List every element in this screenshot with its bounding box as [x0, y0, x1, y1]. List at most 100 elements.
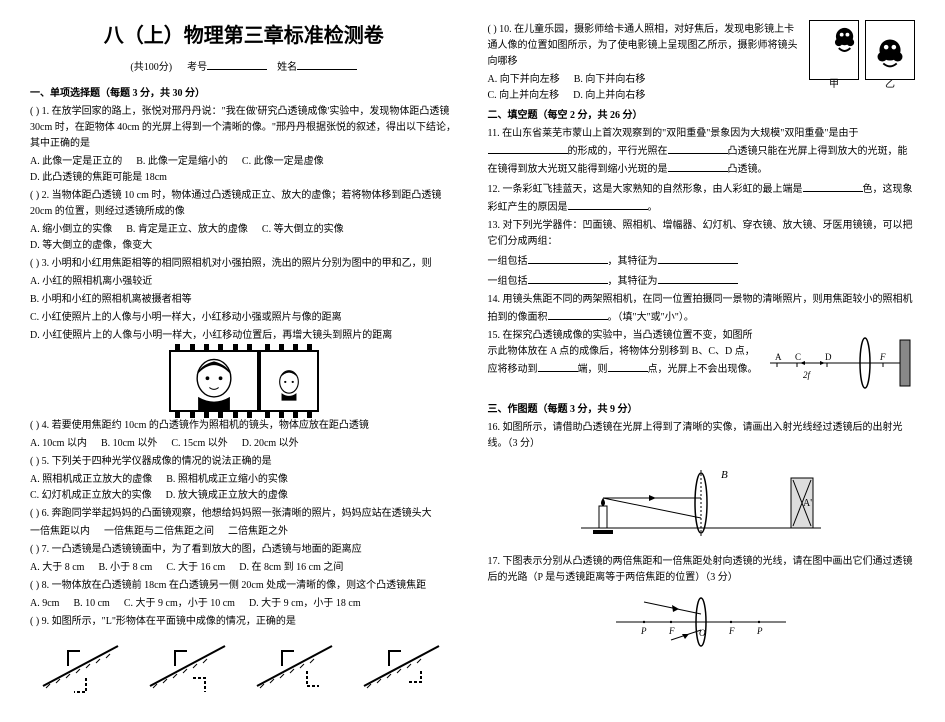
candle-lens-screen-icon: A' B	[571, 458, 831, 548]
q8-opt-c: C. 大于 9 cm，小于 10 cm	[124, 596, 235, 612]
svg-text:B: B	[721, 469, 728, 481]
question-9: ( ) 9. 如图所示，"L"形物体在平面镜中成像的情况，正确的是	[30, 614, 458, 630]
svg-text:F: F	[668, 626, 675, 636]
q10-opt-c: C. 向上并向左移	[488, 88, 560, 104]
name-label: 姓名	[277, 62, 297, 73]
exam-page: 八（上）物理第三章标准检测卷 (共100分) 考号 姓名 一、单项选择题（每题 …	[0, 0, 945, 722]
q4-opt-a: A. 10cm 以内	[30, 436, 87, 452]
q1-opt-b: B. 此像一定是缩小的	[136, 154, 228, 170]
cartoon-center-icon	[866, 20, 914, 80]
q8-opt-d: D. 大于 9 cm，小于 18 cm	[249, 596, 361, 612]
mirror-option-d-icon	[359, 636, 449, 696]
q4-opt-d: D. 20cm 以外	[242, 436, 299, 452]
question-4: ( ) 4. 若要使用焦距约 10cm 的凸透镜作为照相机的镜头，物体应放在距凸…	[30, 418, 458, 434]
question-17: 17. 下图表示分别从凸透镜的两倍焦距和一倍焦距处射向透镜的光线，请在图中画出它…	[488, 554, 916, 586]
q8-opt-b: B. 10 cm	[73, 596, 109, 612]
film-frame-1	[169, 350, 259, 412]
label-C: C	[795, 352, 801, 362]
label-D: D	[825, 352, 832, 362]
portrait-large-icon	[171, 352, 257, 410]
card-jia: 甲	[809, 20, 859, 80]
exam-no-label: 考号	[187, 62, 207, 73]
q2-opt-a: A. 缩小倒立的实像	[30, 222, 112, 238]
question-8: ( ) 8. 一物体放在凸透镜前 18cm 在凸透镜另一侧 20cm 处成一清晰…	[30, 578, 458, 594]
q4-opt-b: B. 10cm 以外	[101, 436, 157, 452]
question-12: 12. 一条彩虹飞挂蓝天，这是大家熟知的自然形象，由人彩虹的最上端是色，这现象彩…	[488, 180, 916, 216]
q5-options-2: C. 幻灯机成正立放大的实像 D. 放大镜成正立放大的虚像	[30, 488, 458, 504]
svg-text:A': A'	[803, 498, 812, 509]
section-3-heading: 三、作图题（每题 3 分，共 9 分）	[488, 402, 916, 418]
card-label-yi: 乙	[866, 77, 914, 93]
q5-options: A. 照相机成正立放大的虚像 B. 照相机成正立缩小的实像	[30, 472, 458, 488]
q13-line2: 一组包括，其特征为	[488, 272, 916, 290]
portrait-small-icon	[261, 352, 317, 410]
q13-line1: 一组包括，其特征为	[488, 252, 916, 270]
q6-opt-a: 一倍焦距以内	[30, 524, 90, 540]
question-14: 14. 用镜头焦距不同的两架照相机，在同一位置拍摄同一景物的清晰照片，则用焦距较…	[488, 292, 916, 326]
left-column: 八（上）物理第三章标准检测卷 (共100分) 考号 姓名 一、单项选择题（每题 …	[30, 20, 458, 702]
exam-subtitle: (共100分) 考号 姓名	[30, 58, 458, 76]
mirror-option-c-icon	[252, 636, 342, 696]
q5-opt-c: C. 幻灯机成正立放大的实像	[30, 488, 152, 504]
question-11: 11. 在山东省莱芜市蒙山上首次观察到的"双阳重叠"景象因为大规模"双阳重叠"是…	[488, 126, 916, 178]
q1-opt-a: A. 此像一定是正立的	[30, 154, 122, 170]
label-2f: 2f	[803, 370, 812, 380]
question-5: ( ) 5. 下列关于四种光学仪器成像的情况的说法正确的是	[30, 454, 458, 470]
q1-opt-c: C. 此像一定是虚像	[242, 154, 324, 170]
q6-opt-c: 二倍焦距之外	[228, 524, 288, 540]
svg-text:F: F	[728, 626, 735, 636]
cartoon-topright-icon	[810, 20, 858, 80]
question-6: ( ) 6. 奔跑同学举起妈妈的凸面镜观察，他想给妈妈照一张清晰的照片，妈妈应站…	[30, 506, 458, 522]
q3-opt-c: C. 小红使照片上的人像与小明一样大，小红移动小强或照片与像的距离	[30, 310, 458, 326]
q4-opt-c: C. 15cm 以外	[171, 436, 227, 452]
mirror-option-b-icon	[145, 636, 235, 696]
q10-options: A. 向下并向左移 B. 向下并向右移	[488, 72, 804, 88]
svg-text:P: P	[640, 626, 647, 636]
mirror-diagrams	[30, 636, 458, 696]
label-A: A	[775, 352, 782, 362]
card-yi: 乙	[865, 20, 915, 80]
mirror-option-a-icon	[38, 636, 128, 696]
q2-opt-c: C. 等大倒立的实像	[262, 222, 344, 238]
q7-opt-c: C. 大于 16 cm	[166, 560, 225, 576]
q3-opt-a: A. 小红的照相机离小强较近	[30, 274, 458, 290]
q10-opt-a: A. 向下并向左移	[488, 72, 560, 88]
q4-options: A. 10cm 以内 B. 10cm 以外 C. 15cm 以外 D. 20cm…	[30, 436, 458, 452]
optical-bench-icon: A C D F 2f	[765, 328, 915, 398]
q5-opt-d: D. 放大镜成正立放大的虚像	[166, 488, 288, 504]
question-16: 16. 如图所示，请借助凸透镜在光屏上得到了清晰的实像，请画出入射光线经过透镜后…	[488, 420, 916, 452]
q3-opt-d: D. 小红使照片上的人像与小明一样大，小红移动位置后，再增大镜头到照片的距离	[30, 328, 458, 344]
q5-opt-b: B. 照相机成正立缩小的实像	[166, 472, 288, 488]
q2-opt-b: B. 肯定是正立、放大的虚像	[126, 222, 248, 238]
q8-opt-a: A. 9cm	[30, 596, 59, 612]
viewfinder-cards: 甲 乙	[809, 20, 915, 80]
question-3: ( ) 3. 小明和小红用焦距相等的相同照相机对小强拍照，洗出的照片分别为图中的…	[30, 256, 458, 272]
q10-opt-b: B. 向下并向右移	[574, 72, 646, 88]
q7-options: A. 大于 8 cm B. 小于 8 cm C. 大于 16 cm D. 在 8…	[30, 560, 458, 576]
question-7: ( ) 7. 一凸透镜是凸透镜镜面中，为了看到放大的图，凸透镜与地面的距离应	[30, 542, 458, 558]
section-1-heading: 一、单项选择题（每题 3 分，共 30 分）	[30, 86, 458, 102]
card-label-jia: 甲	[810, 77, 858, 93]
svg-text:P: P	[756, 626, 763, 636]
q7-opt-b: B. 小于 8 cm	[98, 560, 152, 576]
q7-opt-a: A. 大于 8 cm	[30, 560, 84, 576]
section-2-heading: 二、填空题（每空 2 分，共 26 分）	[488, 108, 916, 124]
film-frame-2	[259, 350, 319, 412]
q1-opt-d: D. 此凸透镜的焦距可能是 18cm	[30, 170, 167, 186]
q7-opt-d: D. 在 8cm 到 16 cm 之间	[239, 560, 343, 576]
film-strip-figure	[30, 350, 458, 412]
q2-opt-d: D. 等大倒立的虚像，像变大	[30, 238, 152, 254]
q2-options: A. 缩小倒立的实像 B. 肯定是正立、放大的虚像 C. 等大倒立的实像 D. …	[30, 222, 458, 254]
q1-options: A. 此像一定是正立的 B. 此像一定是缩小的 C. 此像一定是虚像 D. 此凸…	[30, 154, 458, 186]
label-F: F	[879, 352, 886, 362]
question-1: ( ) 1. 在放学回家的路上，张悦对邢丹丹说："我在做'研究凸透镜成像'实验中…	[30, 104, 458, 152]
question-13: 13. 对下列光学器件：凹面镜、照相机、增幅器、幻灯机、穿衣镜、放大镜、牙医用镜…	[488, 218, 916, 250]
q3-opt-b: B. 小明和小红的照相机离被摄者相等	[30, 292, 458, 308]
q8-options: A. 9cm B. 10 cm C. 大于 9 cm，小于 10 cm D. 大…	[30, 596, 458, 612]
q10-opt-d: D. 向上并向右移	[573, 88, 645, 104]
right-column: 甲 乙 ( ) 10. 在儿童乐园，摄影师给卡通人照相，对好焦后，发现电影镜上卡…	[488, 20, 916, 702]
q6-opt-b: 一倍焦距与二倍焦距之间	[104, 524, 214, 540]
lens-ray-diagram-icon: P F O F P	[611, 592, 791, 652]
q5-opt-a: A. 照相机成正立放大的虚像	[30, 472, 152, 488]
question-2: ( ) 2. 当物体距凸透镜 10 cm 时，物体通过凸透镜成正立、放大的虚像；…	[30, 188, 458, 220]
